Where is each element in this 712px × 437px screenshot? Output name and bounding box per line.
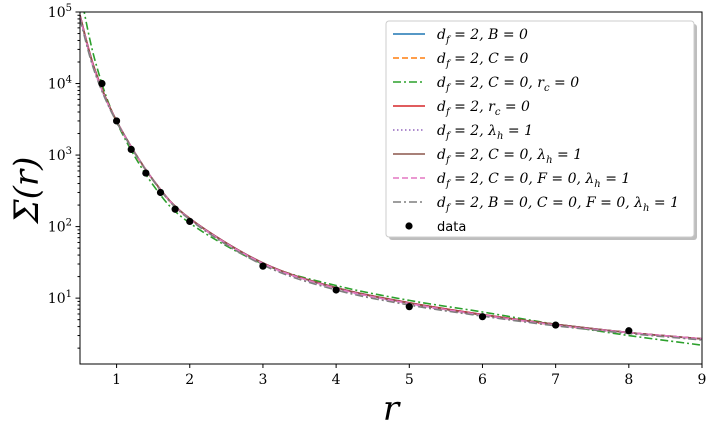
- legend-entry: df = 2, C = 0, F = 0, λh = 1: [393, 171, 630, 190]
- y-tick-label: 101: [48, 289, 72, 307]
- legend-label: df = 2, C = 0, F = 0, λh = 1: [437, 171, 630, 190]
- data-point: [332, 286, 340, 294]
- legend-label: df = 2, C = 0, rc = 0: [437, 75, 579, 94]
- y-axis-label: Σ(r): [7, 157, 47, 226]
- data-points-layer: [98, 79, 633, 335]
- x-tick-label: 2: [185, 372, 194, 388]
- legend-entry: df = 2, C = 0: [393, 51, 528, 70]
- y-axis-ticks: 101 102 103 104 105: [48, 3, 80, 349]
- x-tick: 3: [258, 364, 267, 388]
- x-tick-label: 8: [624, 372, 633, 388]
- legend-label: df = 2, C = 0: [437, 51, 528, 70]
- y-tick-label: 104: [48, 75, 72, 93]
- x-tick-label: 9: [698, 372, 707, 388]
- data-point: [98, 79, 106, 88]
- y-tick-label: 102: [48, 218, 72, 236]
- x-tick-label: 7: [551, 372, 560, 388]
- legend-entry-data: data: [405, 220, 466, 235]
- legend-label: df = 2, B = 0: [437, 27, 528, 46]
- legend-label: df = 2, λh = 1: [437, 123, 533, 142]
- data-point: [405, 303, 413, 311]
- x-tick-label: 4: [332, 372, 341, 388]
- y-tick: 103: [48, 146, 80, 164]
- legend-box: [385, 20, 695, 238]
- legend-items: df = 2, B = 0 df = 2, C = 0 df = 2, C = 0,…: [393, 27, 679, 235]
- x-axis-label: r: [383, 389, 401, 429]
- y-tick: 101: [48, 289, 80, 307]
- x-axis-ticks: 1 2 3 4 5 6 7 8 9: [112, 364, 706, 388]
- y-tick-label: 103: [48, 146, 72, 164]
- y-tick-label: 105: [48, 3, 72, 21]
- x-tick: 5: [405, 364, 414, 388]
- y-tick: 105: [48, 3, 80, 21]
- y-tick: 102: [48, 218, 80, 236]
- legend-label: data: [437, 220, 466, 235]
- legend-label: df = 2, B = 0, C = 0, F = 0, λh = 1: [437, 195, 679, 214]
- x-tick: 8: [624, 364, 633, 388]
- data-point: [127, 145, 135, 154]
- x-tick: 6: [478, 364, 487, 388]
- x-tick-label: 1: [112, 372, 121, 388]
- legend-entry: df = 2, C = 0, rc = 0: [393, 75, 579, 94]
- legend-label: df = 2, C = 0, λh = 1: [437, 147, 582, 166]
- data-point: [112, 117, 121, 125]
- x-tick-label: 5: [405, 372, 414, 388]
- legend-entry: df = 2, B = 0, C = 0, F = 0, λh = 1: [393, 195, 679, 214]
- data-point: [478, 313, 487, 321]
- data-point: [259, 262, 267, 270]
- legend-entry: df = 2, B = 0: [393, 27, 528, 46]
- plot-frame: [79, 11, 703, 365]
- x-tick: 1: [112, 364, 121, 388]
- x-tick: 4: [332, 364, 341, 388]
- x-tick: 7: [551, 364, 560, 388]
- x-tick: 9: [698, 364, 707, 388]
- legend-entry: df = 2, λh = 1: [393, 123, 533, 142]
- series-line-8: [80, 18, 702, 341]
- data-point: [171, 205, 179, 213]
- legend-entry: df = 2, C = 0, λh = 1: [393, 147, 582, 166]
- data-point: [156, 188, 165, 197]
- x-tick: 2: [185, 364, 194, 388]
- legend: df = 2, B = 0 df = 2, C = 0 df = 2, C = 0,…: [385, 20, 697, 240]
- legend-label: df = 2, rc = 0: [437, 99, 530, 118]
- data-point: [552, 321, 560, 329]
- data-point: [625, 327, 633, 335]
- data-point: [186, 217, 194, 226]
- x-tick-label: 6: [478, 372, 487, 388]
- legend-entry: df = 2, rc = 0: [393, 99, 530, 118]
- x-tick-label: 3: [258, 372, 267, 388]
- data-point: [142, 169, 150, 177]
- y-tick: 104: [48, 75, 80, 93]
- legend-marker: [405, 222, 413, 230]
